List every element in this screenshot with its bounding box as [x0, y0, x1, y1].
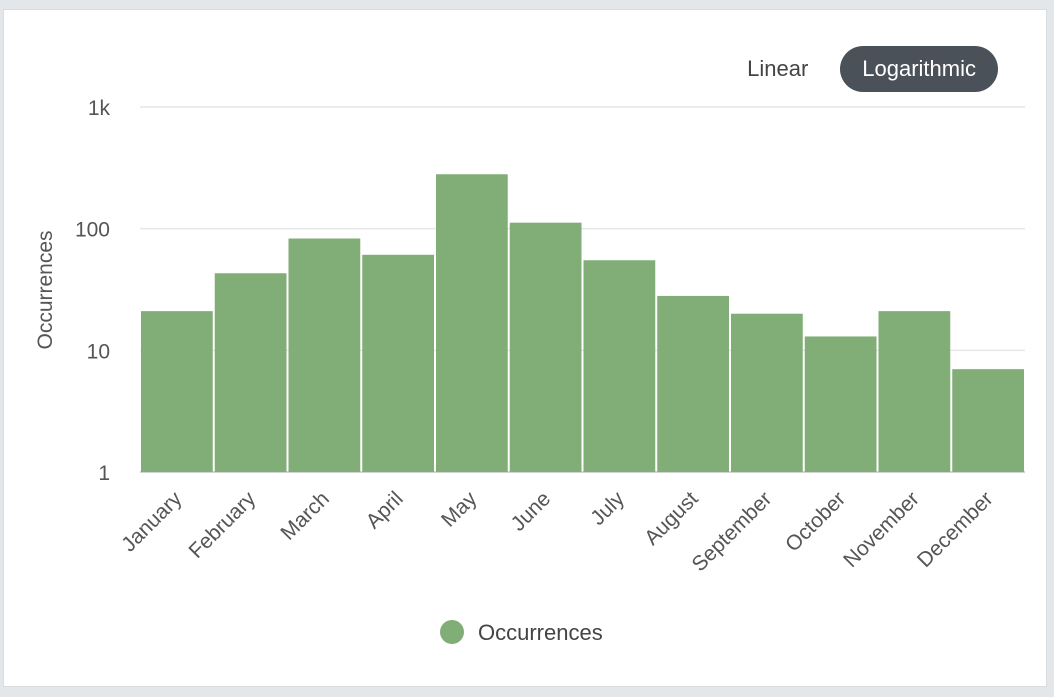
y-tick-label: 100	[75, 219, 110, 242]
bar-october[interactable]	[804, 336, 877, 472]
legend[interactable]: Occurrences	[440, 620, 603, 645]
legend-swatch	[440, 620, 464, 644]
y-tick-label: 10	[87, 340, 110, 363]
x-tick-label: December	[913, 487, 998, 572]
x-tick-label: November	[839, 487, 924, 572]
x-tick-label: January	[117, 487, 186, 556]
x-tick-label: June	[507, 487, 555, 535]
bar-november[interactable]	[878, 311, 951, 472]
bar-june[interactable]	[509, 222, 582, 472]
x-tick-label: April	[362, 487, 408, 533]
y-tick-label: 1k	[88, 97, 111, 120]
bar-july[interactable]	[583, 260, 656, 472]
scale-toggle: Linear Logarithmic	[725, 46, 998, 92]
bar-february[interactable]	[214, 273, 287, 472]
y-axis-ticks: 1 10 100 1k	[75, 97, 111, 485]
x-tick-label: March	[276, 487, 334, 545]
y-axis-title: Occurrences	[34, 230, 57, 349]
x-tick-label: July	[586, 487, 629, 530]
x-tick-label: October	[781, 487, 850, 556]
linear-scale-button[interactable]: Linear	[725, 46, 830, 92]
bar-april[interactable]	[362, 254, 434, 472]
bars	[141, 174, 1024, 472]
x-tick-label: February	[184, 487, 260, 563]
y-tick-label: 1	[98, 462, 110, 485]
bar-december[interactable]	[952, 369, 1024, 472]
bar-january[interactable]	[141, 311, 213, 472]
gridlines	[140, 106, 1025, 473]
x-tick-label: September	[688, 487, 777, 576]
x-tick-label: May	[437, 487, 482, 532]
bar-march[interactable]	[288, 238, 361, 472]
bar-september[interactable]	[731, 313, 803, 472]
legend-label: Occurrences	[478, 620, 603, 645]
logarithmic-scale-button[interactable]: Logarithmic	[840, 46, 998, 92]
x-tick-label: August	[640, 487, 703, 550]
bar-august[interactable]	[657, 295, 729, 472]
bar-may[interactable]	[436, 174, 508, 472]
